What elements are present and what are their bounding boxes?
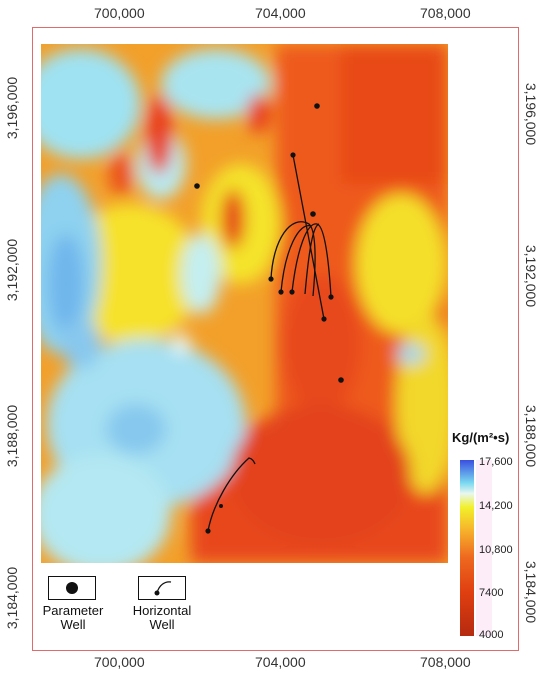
parameter-well-label: Parameter Well [42,603,104,632]
colorbar-value-14200: 14,200 [479,500,513,512]
parameter-well-4 [338,377,344,383]
x-tick-bottom-704000: 704,000 [255,654,306,670]
colorbar-value-4000: 4000 [479,629,504,641]
parameter-well-2 [194,183,200,189]
horizontal-wells [207,154,332,532]
y-tick-right-3192000: 3,192,000 [523,244,540,308]
map-frame [32,27,519,651]
horizontal-well-5 [304,223,320,295]
x-tick-top-708000: 708,000 [420,5,471,21]
horizontal-well-4 [291,223,332,298]
colorbar-unit: Kg/(m²•s) [452,430,510,445]
colorbar-highlight [476,460,492,636]
permeability-map [41,44,448,563]
map-zones [41,44,448,563]
horizontal-well-legend-box [138,576,186,600]
parameter-well-3 [310,211,316,217]
colorbar-value-17600: 17,600 [479,456,513,468]
colorbar-value-7400: 7400 [479,587,504,599]
y-tick-right-3196000: 3,196,000 [523,82,540,146]
y-tick-left-3184000: 3,184,000 [4,566,21,630]
horizontal-well-2 [270,221,316,297]
parameter-well-1 [314,103,320,109]
x-tick-top-704000: 704,000 [255,5,306,21]
y-tick-right-3184000: 3,184,000 [523,560,540,624]
x-tick-top-700000: 700,000 [94,5,145,21]
y-tick-left-3192000: 3,192,000 [4,238,21,302]
parameter-wells [194,103,344,383]
horizontal-well-1 [292,154,325,320]
well-heads [205,152,334,534]
parameter-well-legend-box [48,576,96,600]
horizontal-well-icon [154,581,172,596]
horizontal-well-3 [280,225,312,293]
colorbar [460,460,474,636]
y-tick-left-3188000: 3,188,000 [4,404,21,468]
x-tick-bottom-700000: 700,000 [94,654,145,670]
y-tick-right-3188000: 3,188,000 [523,404,540,468]
colorbar-value-10800: 10,800 [479,544,513,556]
y-tick-left-3196000: 3,196,000 [4,76,21,140]
horizontal-well-label: Horizontal Well [132,603,192,632]
parameter-well-icon [66,582,78,594]
horizontal-well-6 [207,457,256,532]
x-tick-bottom-708000: 708,000 [420,654,471,670]
